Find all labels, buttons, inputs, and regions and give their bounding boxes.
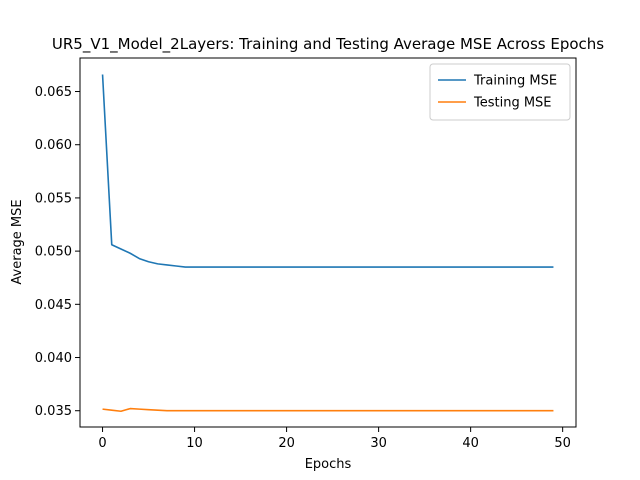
y-tick-label: 0.065 <box>35 85 72 100</box>
y-tick-label: 0.050 <box>35 245 72 260</box>
x-axis-label: Epochs <box>305 457 352 472</box>
x-tick-label: 10 <box>186 436 203 451</box>
x-tick-label: 20 <box>278 436 295 451</box>
axes-frame <box>79 57 577 428</box>
x-tick-label: 40 <box>462 436 479 451</box>
legend-entry-label: Training MSE <box>473 74 557 89</box>
y-tick-label: 0.045 <box>35 298 72 313</box>
series-line-training-mse <box>101 74 554 268</box>
legend-box <box>429 63 571 121</box>
x-tick-label: 30 <box>370 436 387 451</box>
x-tick-label: 0 <box>98 436 106 451</box>
chart-title: UR5_V1_Model_2Layers: Training and Testi… <box>52 35 604 54</box>
x-tick-label: 50 <box>554 436 571 451</box>
y-tick-label: 0.055 <box>35 191 72 206</box>
series-line-testing-mse <box>102 407 554 413</box>
legend: Training MSE Testing MSE <box>429 63 571 121</box>
y-axis: 0.035 0.040 0.045 0.050 0.055 0.060 0.065 <box>35 85 80 419</box>
x-axis: 0 10 20 30 40 50 <box>98 427 571 451</box>
y-tick-label: 0.060 <box>35 138 72 153</box>
y-tick-label: 0.040 <box>35 351 72 366</box>
y-tick-label: 0.035 <box>35 404 72 419</box>
legend-entry-label: Testing MSE <box>473 96 552 111</box>
y-axis-label: Average MSE <box>10 199 25 284</box>
series-layer <box>101 74 554 413</box>
